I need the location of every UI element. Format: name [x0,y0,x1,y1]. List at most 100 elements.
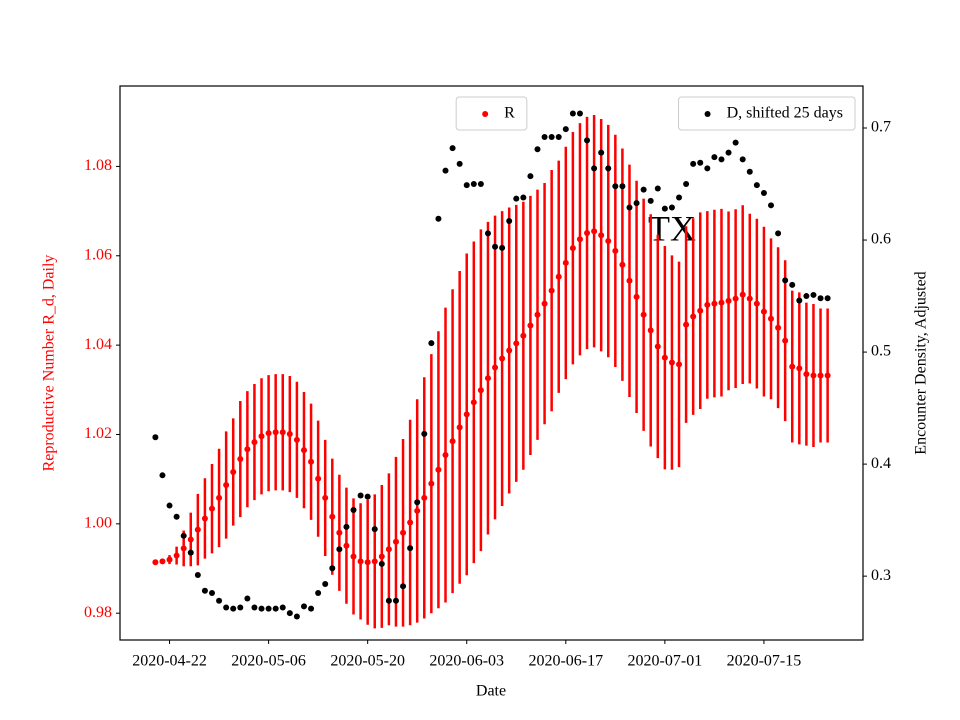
legend-label: R [504,105,515,122]
y-tick-label: 1.08 [84,157,112,174]
point [626,277,633,284]
point [187,536,194,543]
point [357,558,364,565]
y2-tick-label: 0.3 [871,567,891,584]
x-tick-label: 2020-06-17 [528,653,603,670]
point [251,604,258,611]
point [194,526,201,533]
point [619,183,626,190]
point [272,605,279,612]
y-tick-label: 1.06 [84,246,112,263]
point [343,523,350,530]
x-tick-label: 2020-07-01 [628,653,703,670]
point [442,167,449,174]
point [371,526,378,533]
point [534,146,541,153]
point [803,371,810,378]
point [343,542,350,549]
series [152,110,831,620]
point [492,243,499,250]
point [315,589,322,596]
series [152,115,831,629]
point [152,559,159,566]
point [385,597,392,604]
point [173,552,180,559]
point [421,494,428,501]
point [499,355,506,362]
point [300,603,307,610]
point [683,181,690,188]
point [612,183,619,190]
point [576,236,583,243]
point [492,364,499,371]
point [619,261,626,268]
point [633,200,640,207]
point [216,597,223,604]
point [392,597,399,604]
point [569,245,576,252]
point [407,519,414,526]
point [520,194,527,201]
point [230,469,237,476]
point [449,438,456,445]
point [732,139,739,146]
x-tick-label: 2020-05-06 [231,653,306,670]
point [718,156,725,163]
point [513,340,520,347]
point [612,247,619,254]
point [676,194,683,201]
point [187,549,194,556]
point [237,456,244,463]
point [782,337,789,344]
point [775,230,782,237]
point [640,311,647,318]
point [371,558,378,565]
point [576,110,583,117]
point [746,295,753,302]
point [470,181,477,188]
point [428,480,435,487]
point [817,295,824,302]
point [279,604,286,611]
point [329,513,336,520]
point [683,321,690,328]
point [591,228,598,235]
point [244,446,251,453]
point [456,424,463,431]
point [697,307,704,314]
point [315,475,322,482]
point [676,361,683,368]
point [293,436,300,443]
point [513,195,520,202]
point [753,300,760,307]
point [258,605,265,612]
point [746,168,753,175]
point [336,546,343,553]
point [477,387,484,394]
point [718,299,725,306]
point [725,149,732,156]
point [208,505,215,512]
point [796,297,803,304]
point [414,507,421,514]
point [279,429,286,436]
y2-tick-label: 0.5 [871,343,891,360]
point [414,499,421,506]
y-tick-label: 1.00 [84,515,112,532]
y-tick-label: 1.02 [84,425,112,442]
point [435,215,442,222]
point [265,430,272,437]
point [173,513,180,520]
point [711,154,718,161]
point [661,205,668,212]
point [216,494,223,501]
point [584,137,591,144]
point [506,217,513,224]
point [244,595,251,602]
point [159,558,166,565]
point [286,610,293,617]
point [392,538,399,545]
point [208,589,215,596]
point [796,365,803,372]
